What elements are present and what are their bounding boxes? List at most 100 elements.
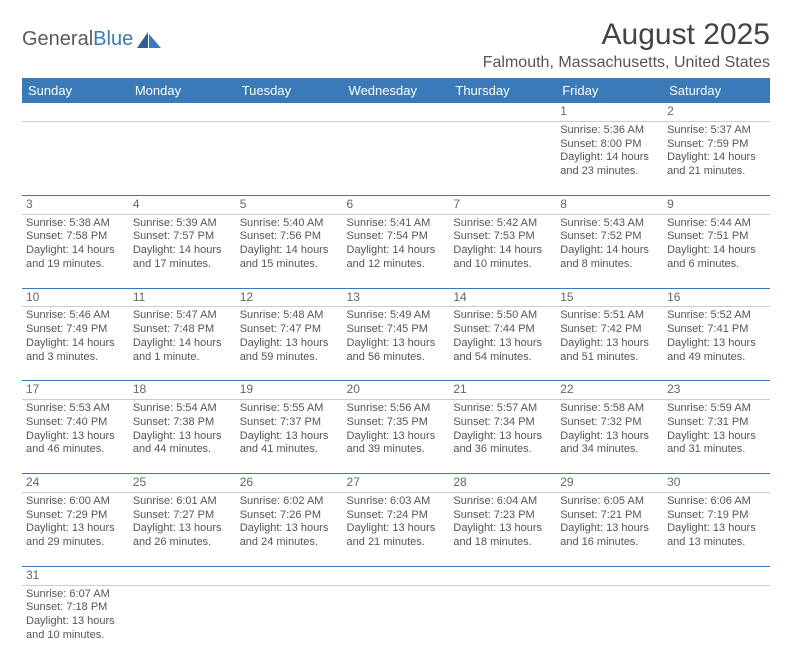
weekday-header: Monday: [129, 78, 236, 103]
sun-line: and 46 minutes.: [26, 443, 125, 457]
sun-line: Sunrise: 5:40 AM: [240, 217, 339, 231]
sun-line: Daylight: 13 hours: [347, 522, 446, 536]
day-number: 14: [453, 290, 466, 304]
calendar-body: 12Sunrise: 5:36 AMSunset: 8:00 PMDayligh…: [22, 103, 770, 659]
sun-line: Sunrise: 5:49 AM: [347, 309, 446, 323]
weekday-header: Saturday: [663, 78, 770, 103]
sun-line: Daylight: 14 hours: [347, 244, 446, 258]
day-detail-cell: Sunrise: 5:55 AMSunset: 7:37 PMDaylight:…: [236, 400, 343, 474]
day-detail-cell: Sunrise: 5:59 AMSunset: 7:31 PMDaylight:…: [663, 400, 770, 474]
sun-line: and 54 minutes.: [453, 351, 552, 365]
day-number-cell: 10: [22, 288, 129, 307]
day-detail-cell: Sunrise: 5:43 AMSunset: 7:52 PMDaylight:…: [556, 214, 663, 288]
day-number-cell: 7: [449, 195, 556, 214]
day-number: 10: [26, 290, 39, 304]
sun-line: Sunset: 7:38 PM: [133, 416, 232, 430]
day-detail-cell: Sunrise: 5:51 AMSunset: 7:42 PMDaylight:…: [556, 307, 663, 381]
sun-line: Sunrise: 6:02 AM: [240, 495, 339, 509]
sun-line: Daylight: 13 hours: [26, 615, 125, 629]
sun-line: Sunset: 7:53 PM: [453, 230, 552, 244]
day-detail-cell: Sunrise: 5:54 AMSunset: 7:38 PMDaylight:…: [129, 400, 236, 474]
sun-line: Daylight: 13 hours: [667, 522, 766, 536]
sun-line: Sunset: 7:59 PM: [667, 138, 766, 152]
day-detail-cell: [449, 585, 556, 659]
sun-line: and 56 minutes.: [347, 351, 446, 365]
day-detail-cell: Sunrise: 5:41 AMSunset: 7:54 PMDaylight:…: [343, 214, 450, 288]
day-number-cell: 1: [556, 103, 663, 121]
day-detail-cell: Sunrise: 6:00 AMSunset: 7:29 PMDaylight:…: [22, 492, 129, 566]
sun-line: Sunrise: 5:52 AM: [667, 309, 766, 323]
weekday-header-row: SundayMondayTuesdayWednesdayThursdayFrid…: [22, 78, 770, 103]
sun-line: Sunset: 7:34 PM: [453, 416, 552, 430]
day-number-row: 3456789: [22, 195, 770, 214]
day-number-row: 17181920212223: [22, 381, 770, 400]
day-number: 8: [560, 197, 567, 211]
day-number: 27: [347, 475, 360, 489]
sun-line: Sunset: 7:48 PM: [133, 323, 232, 337]
day-number-cell: 17: [22, 381, 129, 400]
sun-line: Sunset: 7:49 PM: [26, 323, 125, 337]
logo-word1: General: [22, 28, 93, 50]
sun-line: and 19 minutes.: [26, 258, 125, 272]
day-number-cell: 15: [556, 288, 663, 307]
sun-line: Sunset: 7:19 PM: [667, 509, 766, 523]
sun-line: and 6 minutes.: [667, 258, 766, 272]
sun-line: and 23 minutes.: [560, 165, 659, 179]
sun-line: Daylight: 13 hours: [667, 430, 766, 444]
sun-line: Daylight: 13 hours: [26, 430, 125, 444]
sun-line: Sunrise: 5:44 AM: [667, 217, 766, 231]
sun-line: Sunrise: 5:39 AM: [133, 217, 232, 231]
sun-line: Daylight: 14 hours: [133, 337, 232, 351]
sun-line: Sunrise: 6:00 AM: [26, 495, 125, 509]
day-detail-cell: Sunrise: 5:48 AMSunset: 7:47 PMDaylight:…: [236, 307, 343, 381]
sun-line: Sunrise: 6:01 AM: [133, 495, 232, 509]
day-number-cell: [343, 566, 450, 585]
day-number-cell: [663, 566, 770, 585]
sun-line: Sunrise: 5:48 AM: [240, 309, 339, 323]
day-number-cell: [236, 103, 343, 121]
day-detail-cell: Sunrise: 5:38 AMSunset: 7:58 PMDaylight:…: [22, 214, 129, 288]
sun-line: Daylight: 13 hours: [347, 430, 446, 444]
sun-line: Sunset: 7:45 PM: [347, 323, 446, 337]
day-detail-row: Sunrise: 6:00 AMSunset: 7:29 PMDaylight:…: [22, 492, 770, 566]
day-number-row: 31: [22, 566, 770, 585]
day-number-cell: 2: [663, 103, 770, 121]
day-number-cell: [449, 566, 556, 585]
sun-line: Daylight: 13 hours: [133, 522, 232, 536]
sun-line: and 3 minutes.: [26, 351, 125, 365]
day-number-cell: 9: [663, 195, 770, 214]
sun-line: Sunrise: 5:37 AM: [667, 124, 766, 138]
sun-line: Sunset: 7:44 PM: [453, 323, 552, 337]
day-number: 11: [133, 290, 145, 304]
day-detail-cell: Sunrise: 5:42 AMSunset: 7:53 PMDaylight:…: [449, 214, 556, 288]
day-detail-cell: Sunrise: 6:04 AMSunset: 7:23 PMDaylight:…: [449, 492, 556, 566]
sun-line: Sunset: 7:51 PM: [667, 230, 766, 244]
day-detail-cell: Sunrise: 5:49 AMSunset: 7:45 PMDaylight:…: [343, 307, 450, 381]
day-number: 17: [26, 382, 39, 396]
day-number-cell: 3: [22, 195, 129, 214]
day-number-cell: 6: [343, 195, 450, 214]
day-detail-cell: Sunrise: 5:44 AMSunset: 7:51 PMDaylight:…: [663, 214, 770, 288]
day-detail-cell: [663, 585, 770, 659]
sun-line: Sunset: 7:54 PM: [347, 230, 446, 244]
day-detail-row: Sunrise: 5:36 AMSunset: 8:00 PMDaylight:…: [22, 121, 770, 195]
sun-line: Daylight: 14 hours: [667, 151, 766, 165]
sun-line: Sunset: 7:18 PM: [26, 601, 125, 615]
day-number: 16: [667, 290, 680, 304]
sun-line: and 24 minutes.: [240, 536, 339, 550]
sun-line: Sunrise: 5:36 AM: [560, 124, 659, 138]
weekday-header: Thursday: [449, 78, 556, 103]
sun-line: and 49 minutes.: [667, 351, 766, 365]
sun-line: and 34 minutes.: [560, 443, 659, 457]
day-detail-cell: Sunrise: 5:53 AMSunset: 7:40 PMDaylight:…: [22, 400, 129, 474]
sail-icon: [135, 30, 163, 50]
sun-line: Sunrise: 6:03 AM: [347, 495, 446, 509]
day-detail-cell: Sunrise: 5:39 AMSunset: 7:57 PMDaylight:…: [129, 214, 236, 288]
day-detail-cell: Sunrise: 6:01 AMSunset: 7:27 PMDaylight:…: [129, 492, 236, 566]
day-detail-cell: [22, 121, 129, 195]
day-number-cell: [449, 103, 556, 121]
sun-line: and 59 minutes.: [240, 351, 339, 365]
day-number-cell: 12: [236, 288, 343, 307]
sun-line: Sunset: 7:52 PM: [560, 230, 659, 244]
sun-line: Sunrise: 5:56 AM: [347, 402, 446, 416]
